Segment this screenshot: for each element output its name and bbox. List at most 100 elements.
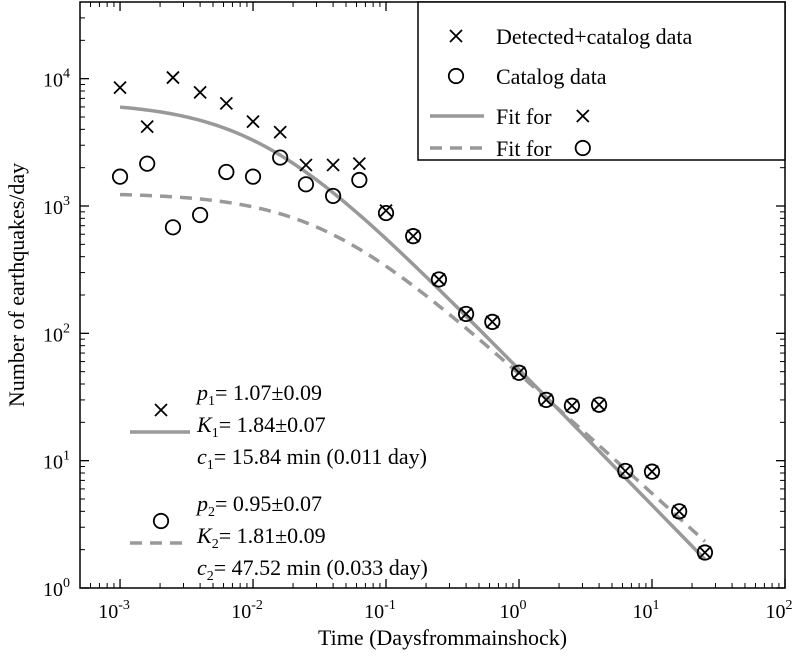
data-point-catalog — [111, 168, 129, 185]
x-marker-stroke — [449, 29, 463, 43]
fit-curves — [119, 105, 707, 561]
x-marker-stroke — [645, 465, 659, 479]
y-axis-title: Number of earthquakes/day — [4, 163, 29, 407]
data-point-catalog — [590, 396, 608, 413]
legend-label: Fit for — [496, 136, 552, 161]
x-marker-stroke — [698, 545, 712, 560]
data-point-detected — [565, 399, 579, 413]
annotation-p-line: p1= 1.07±0.09 — [195, 380, 322, 409]
data-point-catalog — [218, 163, 235, 181]
data-point-detected — [299, 158, 313, 172]
data-point-catalog — [324, 187, 342, 205]
legend-label: Detected+catalog data — [496, 24, 692, 49]
fit-curve-detected — [119, 105, 707, 561]
x-tick-label: 100 — [500, 598, 527, 623]
annotation-p-line: p2= 0.95±0.07 — [195, 491, 322, 520]
data-point-catalog — [617, 462, 634, 480]
data-point-catalog — [272, 149, 289, 166]
data-point-detected — [219, 96, 233, 110]
data-point-detected — [432, 272, 446, 287]
data-point-detected — [539, 393, 553, 407]
annotation-c-line: c2= 47.52 min (0.033 day) — [197, 555, 428, 584]
data-point-detected — [672, 504, 686, 518]
x-axis-title: Time (Daysfrommainshock) — [318, 625, 567, 650]
fit-annotations: p1= 1.07±0.09 K1= 1.84±0.07 c1= 15.84 min … — [130, 380, 428, 584]
data-point-detected — [246, 114, 260, 129]
x-tick-label: 10-2 — [231, 598, 263, 623]
data-point-catalog — [405, 228, 422, 245]
x-marker-stroke — [166, 70, 180, 85]
x-marker-stroke — [485, 315, 499, 329]
data-point-catalog — [671, 503, 688, 520]
x-tick-label: 102 — [766, 598, 793, 623]
x-marker-stroke — [592, 398, 606, 412]
data-point-detected — [698, 545, 712, 560]
legend-box — [417, 1, 786, 161]
data-point-detected — [618, 464, 632, 478]
annotation-x-marker — [154, 403, 168, 417]
legend-entry: Detected+catalog data — [449, 24, 692, 49]
legend-symbol-x — [576, 109, 590, 123]
x-marker-stroke — [512, 366, 526, 380]
data-point-detected — [193, 85, 207, 100]
data-point-catalog — [538, 391, 555, 409]
data-points — [111, 70, 714, 561]
x-marker-stroke — [618, 464, 632, 478]
data-point-catalog — [377, 204, 395, 222]
data-point-catalog — [696, 544, 714, 561]
data-point-detected — [273, 125, 287, 139]
fit-annotation-1: p1= 1.07±0.09 K1= 1.84±0.07 c1= 15.84 min … — [130, 380, 427, 473]
data-point-catalog — [643, 463, 661, 480]
data-point-catalog — [510, 364, 528, 381]
data-point-catalog — [297, 176, 315, 193]
x-marker-stroke — [113, 81, 127, 95]
x-marker-stroke — [193, 85, 207, 100]
x-marker-stroke — [352, 157, 366, 171]
legend: Detected+catalog data Catalog data Fit for… — [417, 1, 786, 161]
data-point-detected — [512, 366, 526, 380]
annotation-K-line: K2= 1.81±0.09 — [196, 523, 326, 552]
y-tick-label: 104 — [43, 67, 70, 92]
annotation-K-line: K1= 1.84±0.07 — [196, 412, 326, 441]
legend-entry: Fit for — [430, 104, 590, 129]
x-tick-label: 101 — [633, 598, 660, 623]
x-marker-stroke — [672, 504, 686, 518]
legend-label: Catalog data — [496, 64, 607, 89]
legend-symbol-o — [574, 139, 591, 157]
y-tick-label: 100 — [43, 576, 70, 601]
data-point-detected — [140, 119, 154, 134]
x-marker-stroke — [246, 114, 260, 129]
legend-x-marker — [449, 29, 463, 43]
x-marker-stroke — [299, 158, 313, 172]
x-marker-stroke — [406, 229, 420, 243]
data-point-catalog — [139, 155, 156, 172]
data-point-detected — [166, 70, 180, 85]
fit-annotation-2: p2= 0.95±0.07 K2= 1.81±0.09 c2= 47.52 min … — [130, 491, 428, 584]
fit-curve-catalog — [119, 192, 707, 543]
x-marker-stroke — [140, 119, 154, 134]
data-point-detected — [645, 465, 659, 479]
legend-label: Fit for — [496, 104, 552, 129]
x-marker-stroke — [432, 272, 446, 287]
legend-o-marker — [447, 67, 465, 85]
data-point-catalog — [484, 313, 501, 330]
data-point-detected — [326, 158, 340, 172]
x-marker-stroke — [565, 399, 579, 413]
annotation-o-marker — [152, 512, 170, 530]
annotation-c-line: c1= 15.84 min (0.011 day) — [197, 444, 427, 473]
x-tick-label: 10-1 — [364, 598, 396, 623]
data-point-catalog — [351, 171, 368, 189]
data-point-catalog — [430, 271, 448, 288]
data-point-detected — [352, 157, 366, 171]
data-point-detected — [406, 229, 420, 243]
x-marker-stroke — [154, 403, 168, 417]
x-marker-stroke — [539, 393, 553, 407]
legend-entry: Catalog data — [447, 64, 607, 89]
x-marker-stroke — [576, 109, 590, 123]
data-point-catalog — [457, 305, 475, 323]
data-point-detected — [592, 398, 606, 412]
y-tick-label: 102 — [43, 321, 70, 346]
y-tick-label: 101 — [43, 449, 70, 474]
x-tick-label: 10-3 — [98, 598, 130, 623]
